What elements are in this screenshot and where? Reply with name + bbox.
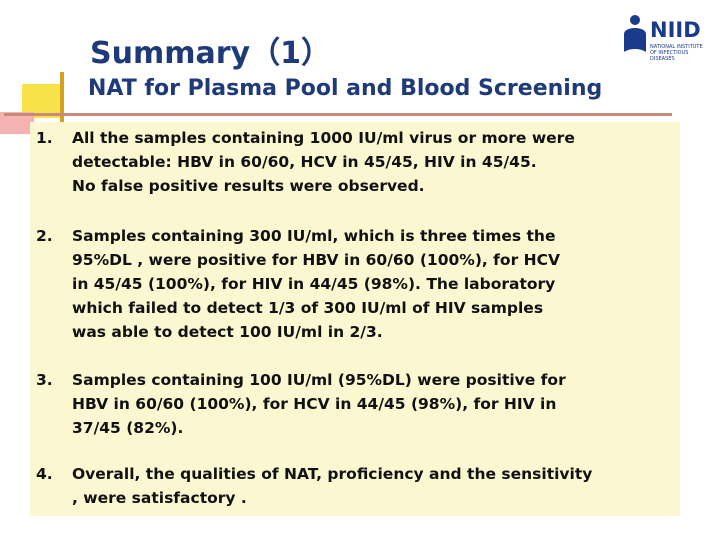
decor-horizontal-rule [4, 113, 672, 116]
decor-vertical-rule [60, 72, 64, 124]
item-line: Samples containing 100 IU/ml (95%DL) wer… [72, 371, 566, 389]
item-line: detectable: HBV in 60/60, HCV in 45/45, … [72, 153, 537, 171]
niid-logo: NIID NATIONAL INSTITUTE OF INFECTIOUS DI… [620, 12, 712, 68]
content-panel: 1. All the samples containing 1000 IU/ml… [30, 122, 680, 516]
logo-emblem-icon [624, 15, 646, 52]
item-number: 4. [36, 465, 53, 483]
slide-title: Summary（1） [90, 36, 331, 71]
item-line: Overall, the qualities of NAT, proficien… [72, 465, 593, 483]
item-line: HBV in 60/60 (100%), for HCV in 44/45 (9… [72, 395, 557, 413]
item-line: was able to detect 100 IU/ml in 2/3. [72, 323, 383, 341]
item-number: 3. [36, 371, 53, 389]
decor-pink-block [0, 112, 34, 134]
item-line: No false positive results were observed. [72, 177, 425, 195]
item-line: in 45/45 (100%), for HIV in 44/45 (98%).… [72, 275, 556, 293]
item-line: 95%DL , were positive for HBV in 60/60 (… [72, 251, 560, 269]
item-line: which failed to detect 1/3 of 300 IU/ml … [72, 299, 544, 317]
item-line: , were satisfactory . [72, 489, 247, 507]
item-number: 2. [36, 227, 53, 245]
item-line: 37/45 (82%). [72, 419, 184, 437]
logo-text: NIID [650, 18, 701, 42]
logo-subtext: NATIONAL INSTITUTE OF INFECTIOUS DISEASE… [650, 44, 703, 62]
item-line: All the samples containing 1000 IU/ml vi… [72, 129, 575, 147]
slide-subtitle: NAT for Plasma Pool and Blood Screening [88, 76, 603, 101]
item-number: 1. [36, 129, 53, 147]
item-line: Samples containing 300 IU/ml, which is t… [72, 227, 556, 245]
